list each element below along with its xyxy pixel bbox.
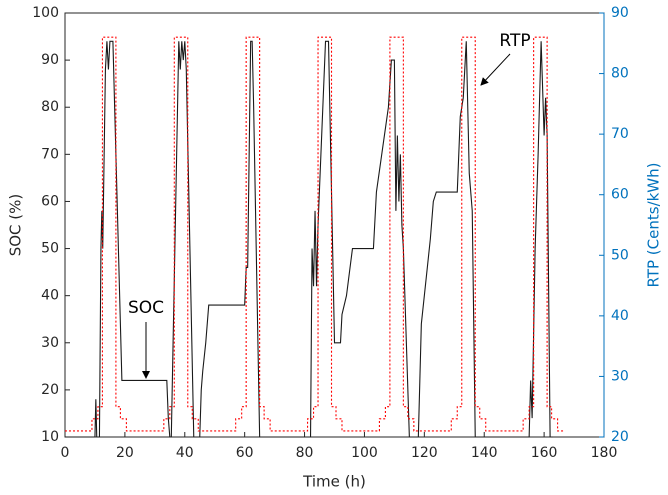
x-tick-label: 60 — [236, 445, 254, 461]
y2-tick-label: 70 — [611, 126, 629, 142]
x-tick-label: 120 — [411, 445, 438, 461]
x-tick-label: 100 — [351, 445, 378, 461]
y-tick-label: 20 — [41, 382, 59, 398]
y2-tick-label: 20 — [611, 429, 629, 445]
y-tick-label: 70 — [41, 146, 59, 162]
y-tick-label: 80 — [41, 99, 59, 115]
x-tick-label: 0 — [61, 445, 70, 461]
y2-tick-label: 30 — [611, 368, 629, 384]
annotation-arrow — [480, 53, 511, 86]
annotation: SOC — [128, 298, 164, 318]
y2-tick-label: 80 — [611, 66, 629, 82]
y-axis-label: SOC (%) — [7, 194, 25, 257]
series-line — [65, 36, 566, 432]
x-tick-label: 160 — [531, 445, 558, 461]
x-axis-label: Time (h) — [302, 473, 366, 491]
y-tick-label: 40 — [41, 288, 59, 304]
y-tick-label: 90 — [41, 52, 59, 68]
y-tick-label: 100 — [32, 5, 59, 21]
y2-tick-label: 40 — [611, 308, 629, 324]
y2-tick-label: 50 — [611, 247, 629, 263]
y-tick-label: 60 — [41, 193, 59, 209]
annotation: RTP — [499, 31, 530, 51]
y-tick-label: 10 — [41, 429, 59, 445]
x-tick-label: 20 — [116, 445, 134, 461]
series-line — [65, 40, 554, 438]
x-tick-label: 180 — [591, 445, 618, 461]
y2-tick-label: 90 — [611, 5, 629, 21]
x-tick-label: 40 — [176, 445, 194, 461]
x-tick-label: 140 — [471, 445, 498, 461]
y2-tick-label: 60 — [611, 187, 629, 203]
y2-axis-label: RTP (Cents/kWh) — [645, 163, 663, 288]
x-tick-label: 80 — [296, 445, 314, 461]
y-tick-label: 30 — [41, 335, 59, 351]
y-tick-label: 50 — [41, 241, 59, 257]
